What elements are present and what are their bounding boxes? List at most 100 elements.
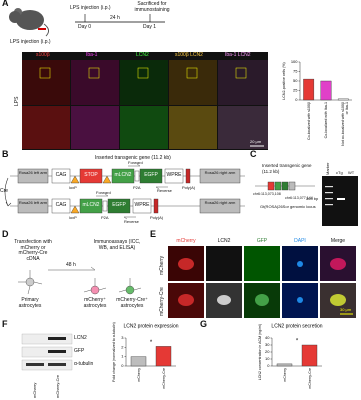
gel-lane: cTg (336, 170, 343, 175)
bar (303, 78, 315, 101)
blot-label: GFP (74, 348, 85, 354)
primer-label: Reverse (157, 188, 172, 193)
element-label: P2A (133, 185, 141, 190)
panel-letter: F (2, 319, 8, 329)
y-tick-label: 10 (265, 356, 270, 361)
astrocyte-diagram (18, 266, 142, 295)
channel-label: DAPI (294, 238, 306, 244)
channel-label: GFP (256, 238, 268, 244)
y-axis-label: Fold change (normalized to α-tubulin) (112, 322, 116, 382)
x-tick-label: mCherry (136, 368, 141, 382)
y-axis-label: LCN2 concentration in ACM (ng/ml) (258, 324, 262, 381)
y-tick-label: 0 (267, 363, 270, 368)
blot-label: α-tubulin (74, 361, 94, 367)
timeline-label: Sacrificed for immunostaining (134, 1, 170, 13)
western-blot (21, 333, 73, 371)
x-tick-label: mCherry-Cre (307, 368, 312, 389)
gel (322, 176, 358, 226)
y-tick-label: 25 (293, 88, 298, 93)
bar (301, 344, 318, 367)
element-label: loxP (69, 185, 77, 190)
element-label: Rosa26 left arm (18, 170, 48, 175)
element-label: EGFP (112, 202, 126, 208)
significance: * (150, 340, 153, 346)
x-tick-label: mCherry (282, 368, 287, 382)
element-label: Poly(A) (150, 215, 164, 220)
gel-lane: Marker (325, 162, 330, 175)
e-images (168, 246, 356, 318)
y-axis-label: LCN2-positive cells (%) (282, 62, 286, 99)
bar (320, 80, 332, 101)
scale-bar-label: 20 μm (250, 139, 262, 144)
bar (155, 346, 172, 367)
timeline-label: Day 1 (143, 24, 157, 30)
channel-label: mCherry (176, 238, 196, 244)
step-label: 48 h (66, 262, 76, 268)
element-label: EGFP (144, 172, 158, 178)
cre-arrow (4, 177, 12, 207)
panel-letter: B (2, 149, 9, 159)
element-label: CAG (55, 202, 67, 208)
element-label: mLCN2 (82, 202, 100, 208)
element-label: P2A (101, 215, 109, 220)
microscopy-images (22, 52, 268, 150)
element-label: mLCN2 (114, 172, 132, 178)
element-label: WPRE (166, 172, 182, 178)
timeline-label: LPS injection (i.p.) (70, 5, 111, 11)
y-tick-label: 75 (293, 69, 298, 74)
y-tick-label: 100 (291, 59, 298, 64)
cell-label: mCherry-Cre⁺ astrocytes (116, 297, 148, 309)
x-tick-label: mCherry-Cre (161, 368, 166, 389)
locus-title: Inserted transgenic gene (11.2 kb) (262, 163, 312, 174)
panel-letter: G (200, 319, 208, 329)
y-tick-label: 3 (121, 335, 124, 340)
channel-label: LCN2 (217, 238, 231, 244)
step-label: Transfection with mCherry or mCherry-Cre… (14, 239, 52, 262)
cell-label: Primary astrocytes (18, 297, 42, 309)
construct-title: Inserted transgenic gene (11.2 kb) (95, 155, 171, 161)
channel-label: s100β LCN2 (175, 52, 203, 58)
panel-letter: C (250, 149, 257, 159)
y-tick-label: 0 (295, 97, 298, 102)
bar (337, 98, 349, 101)
element-label: STOP (84, 172, 98, 178)
bar (130, 356, 147, 367)
panel-letter: D (2, 229, 9, 239)
injection-label: LPS injection (i.p.) (10, 39, 51, 45)
mouse-icon (9, 8, 50, 37)
significance: * (296, 339, 299, 345)
row-label: LPS (14, 96, 20, 106)
chart-title: LCN2 protein expression (123, 323, 178, 329)
y-tick-label: 0 (121, 363, 124, 368)
y-tick-label: 2 (121, 344, 124, 349)
construct-after (10, 193, 245, 220)
scale-bar-label: 30 μm (340, 307, 352, 312)
step-label: Immunoassays (ICC, WB, and ELISA) (93, 239, 141, 251)
element-label: Poly(A) (182, 185, 196, 190)
element-label: Rosa26 left arm (18, 200, 48, 205)
timeline-label: Day 0 (78, 24, 92, 30)
coordinate: chr6:113,077,144 (285, 196, 313, 200)
x-tick-label: Co-localized with s100β (306, 102, 311, 141)
element-label: Rosa26 right arm (204, 170, 236, 175)
channel-label: Iba-1 LCN2 (225, 52, 251, 58)
gel-lane: WT (348, 170, 355, 175)
primer-label: Reverse (124, 219, 139, 224)
y-tick-label: 50 (293, 78, 298, 83)
element-label: loxP (69, 215, 77, 220)
element-label: WPRE (134, 202, 150, 208)
channel-label: LCN2 (136, 52, 149, 58)
construct-before (10, 163, 245, 190)
row-label: mCherry (159, 255, 165, 275)
x-tick-label: Co-localized with Iba-1 (324, 102, 328, 139)
primer-label: Forward (96, 190, 111, 195)
channel-label: Iba-1 (86, 52, 98, 58)
band-size: 364 bp (306, 196, 319, 201)
element-label: Rosa26 right arm (204, 200, 236, 205)
cre-label: Cre (0, 188, 9, 194)
blot-label: LCN2 (74, 335, 87, 341)
cell-label: mCherry⁺ astrocytes (83, 297, 107, 309)
panel-letter: E (150, 229, 157, 239)
